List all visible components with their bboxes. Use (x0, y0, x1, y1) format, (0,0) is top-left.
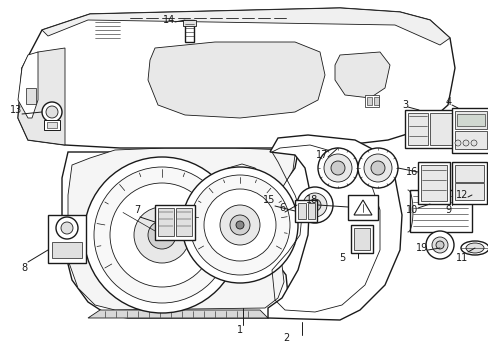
Bar (155, 205, 195, 240)
Text: 14: 14 (163, 15, 175, 25)
Bar (429, 113, 451, 145)
Circle shape (470, 140, 476, 146)
Circle shape (303, 193, 326, 217)
Circle shape (357, 148, 397, 188)
Bar (158, 208, 174, 236)
Bar (47, 122, 57, 128)
Circle shape (435, 241, 443, 249)
Bar (307, 203, 314, 219)
Circle shape (190, 175, 289, 275)
Text: 2: 2 (283, 333, 289, 343)
Ellipse shape (465, 243, 483, 253)
Text: 15: 15 (262, 195, 274, 205)
Bar (404, 110, 454, 148)
Bar (294, 200, 316, 222)
Bar (454, 165, 483, 182)
Polygon shape (267, 135, 401, 320)
Polygon shape (18, 52, 38, 118)
Bar (183, 20, 196, 26)
Circle shape (134, 207, 190, 263)
Circle shape (454, 140, 460, 146)
Bar (373, 97, 378, 105)
Text: 4: 4 (445, 97, 451, 107)
Circle shape (317, 148, 357, 188)
Bar (44, 120, 60, 130)
Polygon shape (18, 8, 454, 148)
Circle shape (330, 161, 345, 175)
Circle shape (84, 157, 240, 313)
Text: 19: 19 (415, 243, 427, 253)
Circle shape (370, 161, 384, 175)
Bar (454, 111, 486, 129)
Circle shape (308, 199, 320, 211)
Bar (52, 242, 82, 258)
Text: 16: 16 (405, 167, 417, 177)
Circle shape (110, 183, 214, 287)
Circle shape (431, 237, 447, 253)
Circle shape (46, 106, 58, 118)
Circle shape (94, 167, 229, 303)
Circle shape (157, 230, 167, 240)
Circle shape (203, 189, 275, 261)
Bar (347, 195, 377, 220)
Bar (366, 97, 371, 105)
Bar (176, 208, 192, 236)
Bar (456, 114, 484, 126)
Bar (353, 228, 369, 250)
Text: 18: 18 (305, 195, 317, 205)
Circle shape (56, 217, 78, 239)
Text: 10: 10 (405, 205, 417, 215)
Text: 17: 17 (315, 150, 327, 160)
Bar (454, 183, 483, 200)
Bar (48, 215, 86, 263)
Circle shape (182, 167, 297, 283)
Circle shape (220, 205, 260, 245)
Bar (26, 88, 36, 104)
Text: 3: 3 (401, 100, 407, 110)
Circle shape (236, 221, 244, 229)
Text: 9: 9 (445, 205, 451, 215)
Circle shape (324, 154, 351, 182)
Bar (420, 165, 446, 201)
Circle shape (229, 215, 249, 235)
Text: 6: 6 (278, 203, 285, 213)
Circle shape (425, 231, 453, 259)
Circle shape (296, 187, 332, 223)
Bar (454, 131, 486, 149)
Bar (364, 95, 378, 107)
Text: 8: 8 (22, 263, 28, 273)
Bar (407, 113, 427, 145)
Text: 12: 12 (455, 190, 467, 200)
Polygon shape (42, 8, 449, 45)
Text: 5: 5 (338, 253, 345, 263)
Polygon shape (18, 48, 65, 145)
Circle shape (42, 102, 62, 122)
Text: 1: 1 (236, 325, 243, 335)
Bar (451, 162, 486, 204)
Text: 11: 11 (455, 253, 467, 263)
Bar (184, 20, 194, 42)
Bar (417, 162, 449, 204)
Text: 13: 13 (10, 105, 22, 115)
Ellipse shape (460, 241, 488, 255)
Polygon shape (334, 52, 389, 98)
Text: 7: 7 (134, 205, 140, 215)
Bar (409, 190, 471, 232)
Polygon shape (88, 310, 267, 318)
Bar (297, 203, 305, 219)
Circle shape (148, 221, 176, 249)
Circle shape (363, 154, 391, 182)
Bar (451, 108, 488, 153)
Polygon shape (62, 152, 297, 318)
Bar (350, 225, 372, 253)
Circle shape (462, 140, 468, 146)
Polygon shape (68, 148, 294, 310)
Circle shape (61, 222, 73, 234)
Polygon shape (148, 42, 325, 118)
